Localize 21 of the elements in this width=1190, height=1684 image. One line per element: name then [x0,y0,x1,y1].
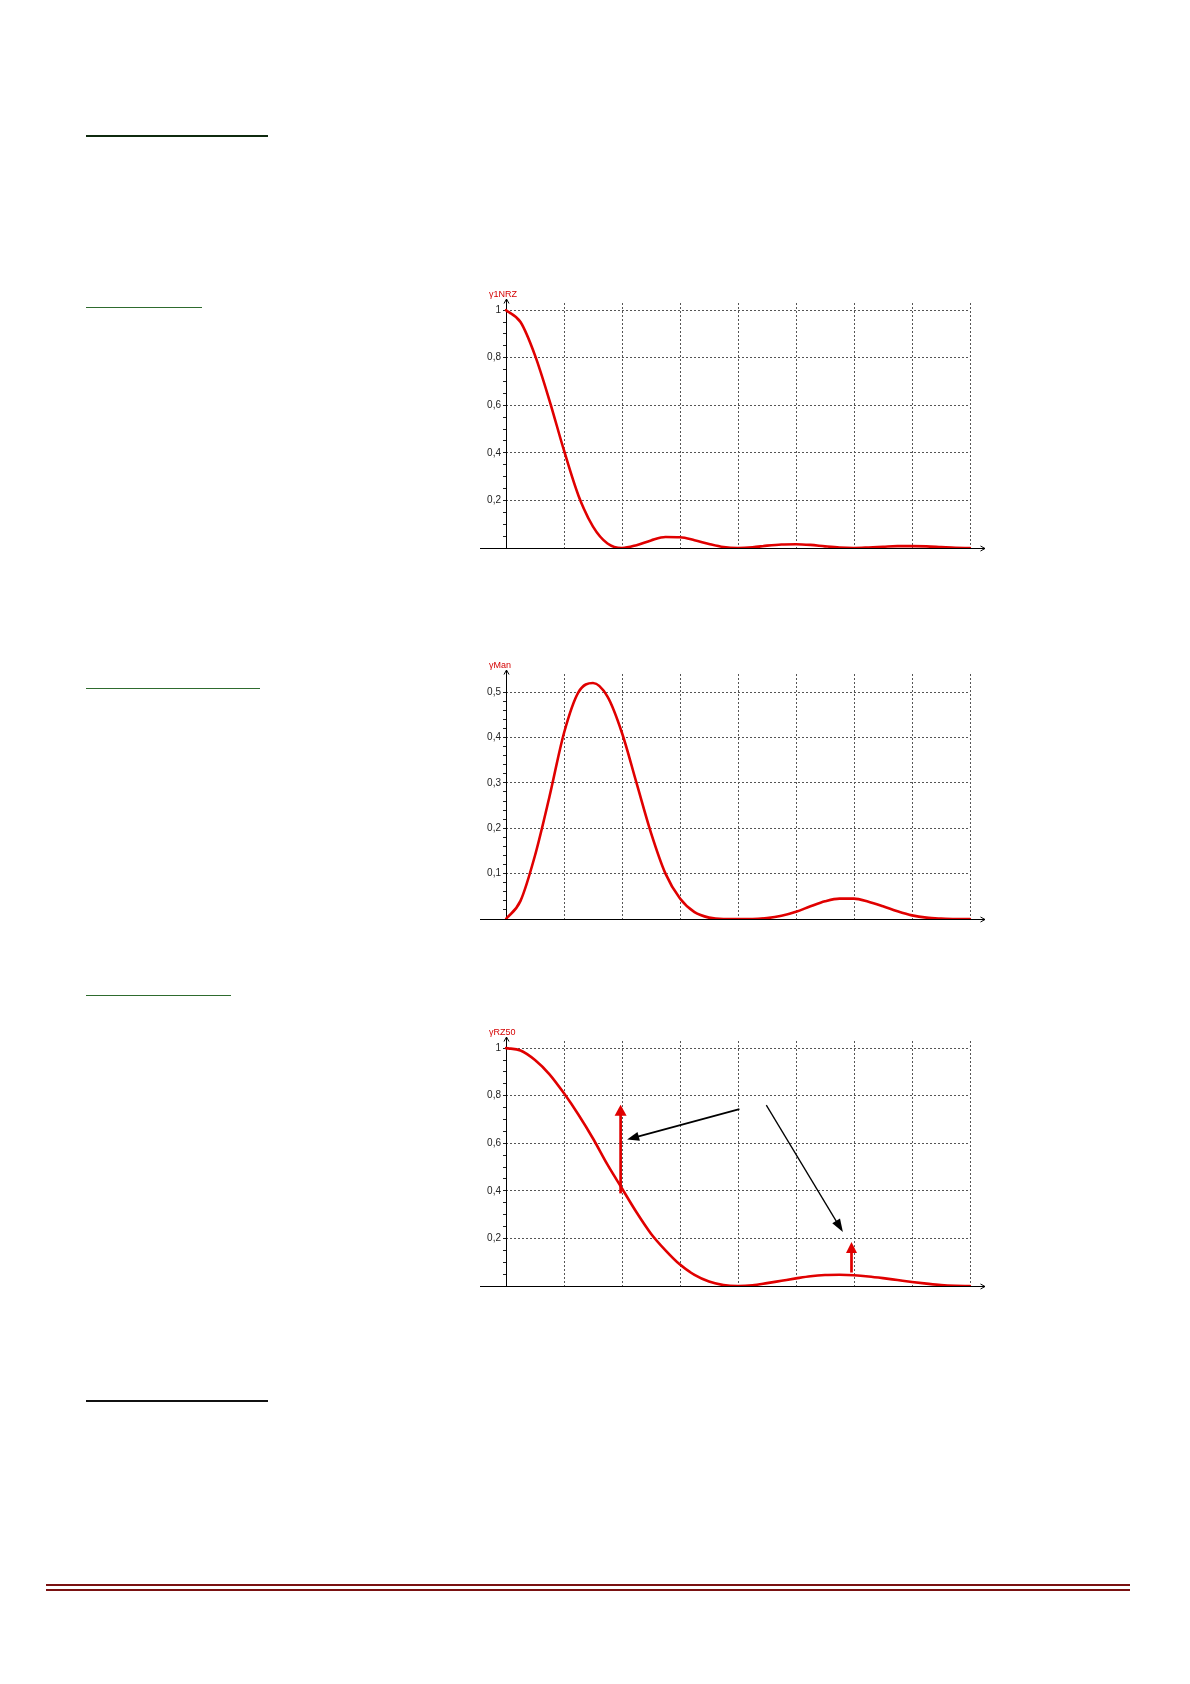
y-tick-label: 0,6 [487,1137,502,1149]
y-tick-label: 0,8 [487,1089,502,1101]
y-tick-label: 0,2 [487,1232,502,1244]
y-tick-label: 0,1 [487,867,502,879]
y-tick-label: 0,2 [487,494,502,506]
y-axis-title: γRZ50 [489,1027,516,1037]
y-tick-label: 1 [495,303,502,315]
y-tick-label: 0,4 [487,446,502,458]
y-axis-title: γ1NRZ [489,289,518,299]
y-tick-label: 0,3 [487,776,502,788]
line-series [504,681,972,919]
y-tick-label: 0,4 [487,1184,502,1196]
y-tick-label: 0,8 [487,351,502,363]
y-tick-label: 1 [495,1041,502,1053]
y-tick-label: 0,5 [487,685,502,697]
line-series [504,1046,972,1286]
y-tick-label: 0,2 [487,822,502,834]
line-series [504,308,972,548]
y-tick-label: 0,6 [487,399,502,411]
y-tick-label: 0,4 [487,731,502,743]
y-axis-title: γMan [489,660,512,670]
